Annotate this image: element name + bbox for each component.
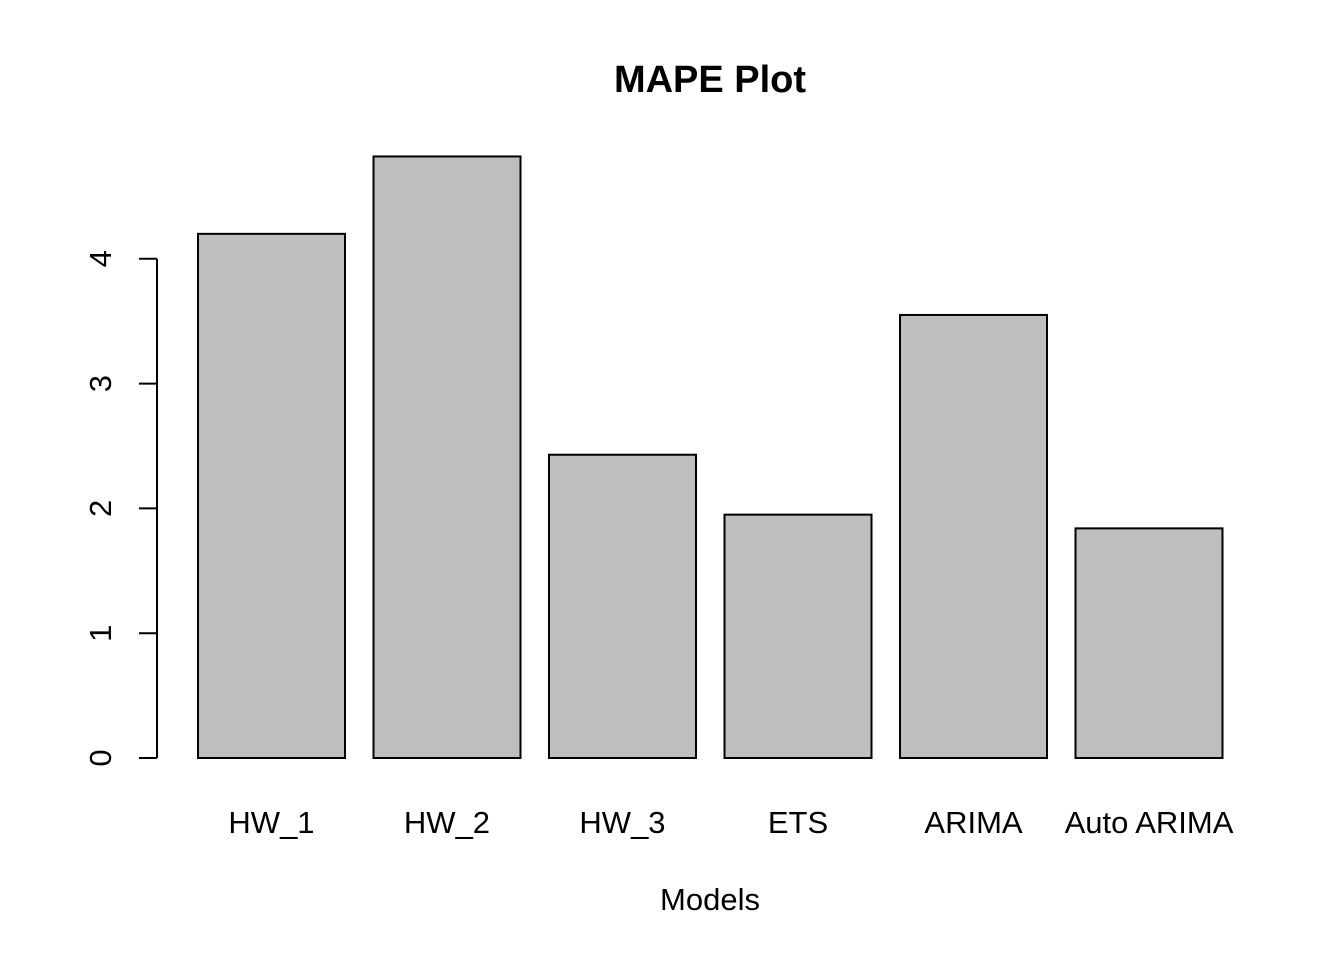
bar-ets	[723, 513, 873, 760]
category-label: HW_1	[228, 805, 314, 840]
y-tick-label: 3	[83, 375, 118, 392]
y-tick-label: 0	[83, 749, 118, 766]
bars-group	[197, 155, 1224, 760]
y-tick-label: 2	[83, 500, 118, 517]
category-label: HW_3	[579, 805, 665, 840]
y-tick-label: 4	[83, 250, 118, 267]
category-label: HW_2	[404, 805, 490, 840]
bar-auto-arima	[1074, 527, 1224, 759]
x-axis-label: Models	[660, 882, 760, 917]
chart-title: MAPE Plot	[614, 59, 806, 101]
bar-hw-1	[197, 232, 346, 759]
bar-hw-2	[372, 155, 522, 760]
category-label: ETS	[768, 805, 828, 840]
category-label: Auto ARIMA	[1065, 805, 1234, 840]
bar-hw-3	[548, 453, 697, 759]
category-label: ARIMA	[924, 805, 1023, 840]
y-ticks: 0 1 2 3 4	[83, 250, 157, 767]
bar-arima	[899, 313, 1048, 759]
category-labels: HW_1 HW_2 HW_3 ETS ARIMA Auto ARIMA	[228, 805, 1233, 840]
y-axis: 0 1 2 3 4	[83, 250, 158, 767]
y-tick-label: 1	[83, 625, 118, 642]
